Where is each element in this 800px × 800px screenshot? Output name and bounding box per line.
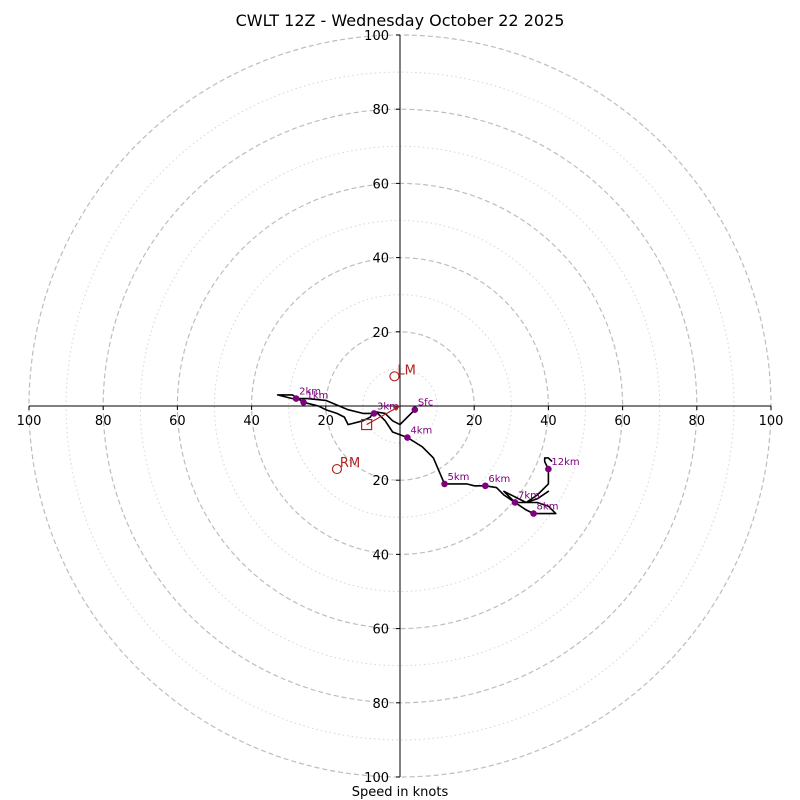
height-label: 1km	[307, 390, 329, 401]
y-tick-label: 100	[364, 771, 389, 786]
height-label: 7km	[518, 490, 540, 501]
storm-motion-marker	[389, 371, 400, 382]
height-marker	[511, 499, 519, 506]
y-tick-label: 100	[364, 29, 389, 44]
height-label: 12km	[551, 457, 579, 468]
critical-angle-arrow	[366, 405, 401, 426]
chart-title: CWLT 12Z - Wednesday October 22 2025	[236, 11, 565, 30]
height-marker	[370, 410, 378, 417]
storm-motion-label: RM	[340, 456, 360, 471]
height-marker	[404, 434, 411, 441]
height-marker	[292, 395, 300, 402]
x-tick-label: 60	[169, 414, 186, 429]
height-label: 2km	[299, 387, 321, 398]
height-label: 8km	[537, 502, 559, 513]
height-label: Sfc	[418, 398, 433, 409]
height-label: 5km	[448, 472, 470, 483]
x-tick-label: 100	[759, 414, 784, 429]
y-tick-label: 20	[372, 326, 389, 341]
hodograph-line	[276, 394, 557, 515]
y-tick-label: 80	[372, 103, 389, 118]
x-tick-label: 40	[540, 414, 557, 429]
height-label: 3km	[377, 401, 399, 412]
mean-wind-marker	[361, 418, 373, 431]
hodograph-trace	[276, 394, 557, 515]
x-tick-label: 100	[17, 414, 42, 429]
height-marker	[300, 398, 307, 406]
y-tick-label: 40	[372, 548, 389, 563]
x-tick-label: 40	[243, 414, 260, 429]
height-marker	[545, 465, 552, 473]
y-tick-label: 20	[372, 474, 389, 489]
height-label: 6km	[488, 474, 510, 485]
height-label: 4km	[410, 426, 432, 437]
tick-labels: 100 80 60 40 20 20 40 60 80 100 100 80 60 40 20 20 40 60 8…	[17, 29, 784, 786]
x-tick-label: 20	[466, 414, 483, 429]
arrow-head	[393, 406, 400, 411]
x-tick-label: 60	[614, 414, 631, 429]
height-marker	[482, 482, 489, 490]
height-marker	[530, 510, 537, 517]
y-tick-label: 60	[372, 623, 389, 638]
height-marker	[441, 480, 448, 488]
y-tick-label: 80	[372, 697, 389, 712]
storm-motion-marker	[331, 463, 343, 475]
y-tick-label: 40	[372, 252, 389, 267]
x-axis-label: Speed in knots	[352, 785, 449, 800]
height-marker	[411, 406, 419, 414]
x-tick-label: 80	[95, 414, 112, 429]
x-tick-label: 80	[689, 414, 706, 429]
x-tick-label: 20	[318, 414, 335, 429]
y-tick-label: 60	[372, 177, 389, 192]
storm-motions: LM RM	[331, 363, 416, 475]
storm-motion-label: LM	[397, 363, 415, 378]
